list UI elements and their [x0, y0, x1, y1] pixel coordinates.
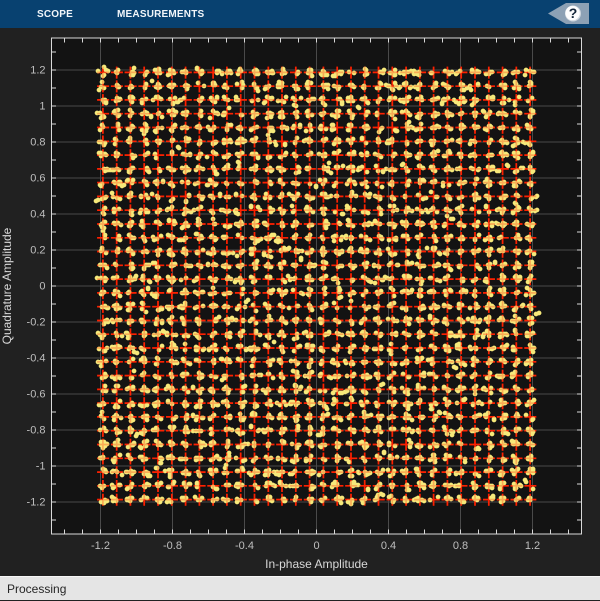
svg-text:0.4: 0.4 — [30, 209, 45, 221]
svg-text:1: 1 — [39, 101, 45, 113]
svg-text:-0.8: -0.8 — [163, 540, 182, 552]
svg-text:-1.2: -1.2 — [91, 540, 110, 552]
svg-text:-0.6: -0.6 — [27, 389, 46, 401]
svg-text:-0.8: -0.8 — [27, 425, 46, 437]
svg-text:-1: -1 — [36, 461, 46, 473]
svg-text:-0.2: -0.2 — [27, 317, 46, 329]
svg-text:1.2: 1.2 — [30, 65, 45, 77]
svg-text:In-phase Amplitude: In-phase Amplitude — [265, 557, 368, 571]
svg-text:0.8: 0.8 — [453, 540, 468, 552]
svg-text:-1.2: -1.2 — [27, 497, 46, 509]
svg-text:0: 0 — [313, 540, 319, 552]
svg-text:0: 0 — [39, 281, 45, 293]
svg-text:1.2: 1.2 — [525, 540, 540, 552]
svg-text:0.2: 0.2 — [30, 245, 45, 257]
svg-text:0.6: 0.6 — [30, 173, 45, 185]
svg-text:Quadrature Amplitude: Quadrature Amplitude — [0, 227, 14, 344]
svg-text:0.8: 0.8 — [30, 137, 45, 149]
svg-text:-0.4: -0.4 — [27, 353, 46, 365]
svg-text:?: ? — [569, 5, 578, 21]
svg-text:-0.4: -0.4 — [235, 540, 254, 552]
svg-text:0.4: 0.4 — [381, 540, 396, 552]
